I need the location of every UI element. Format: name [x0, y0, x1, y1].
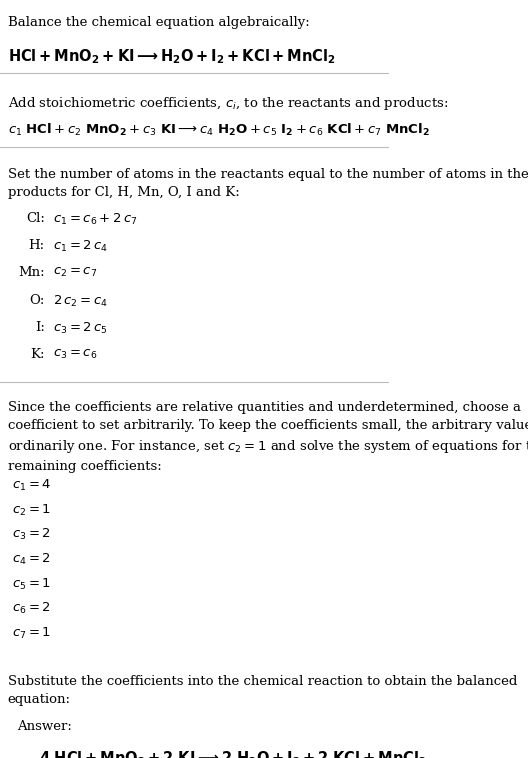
- Text: $c_2 = c_7$: $c_2 = c_7$: [52, 266, 97, 280]
- Text: $c_3 = 2$: $c_3 = 2$: [12, 528, 51, 543]
- Text: Cl:: Cl:: [26, 211, 45, 224]
- Text: $c_7 = 1$: $c_7 = 1$: [12, 626, 51, 641]
- Text: Add stoichiometric coefficients, $c_i$, to the reactants and products:: Add stoichiometric coefficients, $c_i$, …: [8, 95, 448, 112]
- Text: $c_4 = 2$: $c_4 = 2$: [12, 552, 51, 567]
- FancyBboxPatch shape: [2, 702, 341, 758]
- Text: Since the coefficients are relative quantities and underdetermined, choose a
coe: Since the coefficients are relative quan…: [8, 401, 528, 473]
- Text: $c_3 = c_6$: $c_3 = c_6$: [52, 348, 97, 362]
- Text: $c_1 = 2\,c_4$: $c_1 = 2\,c_4$: [52, 239, 108, 254]
- Text: $c_1 = 4$: $c_1 = 4$: [12, 478, 51, 493]
- Text: $c_1\ \mathbf{HCl} + c_2\ \mathbf{MnO_2} + c_3\ \mathbf{KI} \longrightarrow c_4\: $c_1\ \mathbf{HCl} + c_2\ \mathbf{MnO_2}…: [8, 122, 430, 138]
- Text: Balance the chemical equation algebraically:: Balance the chemical equation algebraica…: [8, 16, 309, 30]
- Text: K:: K:: [30, 348, 45, 361]
- Text: O:: O:: [30, 293, 45, 306]
- Text: I:: I:: [35, 321, 45, 334]
- Text: H:: H:: [29, 239, 45, 252]
- Text: Answer:: Answer:: [17, 719, 72, 732]
- Text: $c_1 = c_6 + 2\,c_7$: $c_1 = c_6 + 2\,c_7$: [52, 211, 137, 227]
- Text: $2\,c_2 = c_4$: $2\,c_2 = c_4$: [52, 293, 108, 309]
- Text: $\mathbf{4\ HCl + MnO_2 + 2\ KI \longrightarrow 2\ H_2O + I_2 + 2\ KCl + MnCl_2}: $\mathbf{4\ HCl + MnO_2 + 2\ KI \longrig…: [39, 750, 427, 758]
- Text: Set the number of atoms in the reactants equal to the number of atoms in the
pro: Set the number of atoms in the reactants…: [8, 168, 528, 199]
- Text: $c_3 = 2\,c_5$: $c_3 = 2\,c_5$: [52, 321, 107, 336]
- Text: $\mathbf{HCl + MnO_2 + KI \longrightarrow H_2O + I_2 + KCl + MnCl_2}$: $\mathbf{HCl + MnO_2 + KI \longrightarro…: [8, 48, 336, 66]
- Text: $c_2 = 1$: $c_2 = 1$: [12, 503, 51, 518]
- Text: $c_6 = 2$: $c_6 = 2$: [12, 601, 51, 616]
- Text: Mn:: Mn:: [18, 266, 45, 279]
- Text: Substitute the coefficients into the chemical reaction to obtain the balanced
eq: Substitute the coefficients into the che…: [8, 675, 517, 706]
- Text: $c_5 = 1$: $c_5 = 1$: [12, 577, 51, 592]
